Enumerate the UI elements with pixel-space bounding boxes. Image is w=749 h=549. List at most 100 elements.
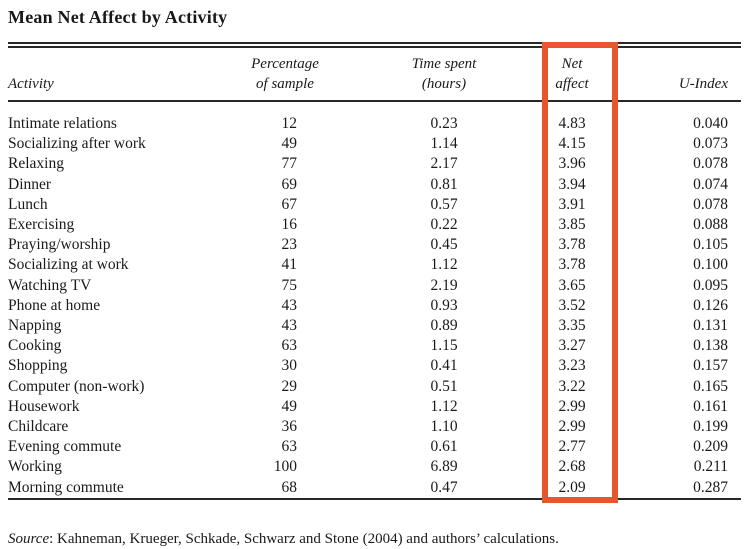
cell-activity: Computer (non-work) — [8, 377, 145, 395]
cell-percentage-of-sample: 30 — [281, 357, 298, 375]
cell-activity: Watching TV — [8, 276, 92, 294]
cell-u-index: 0.199 — [693, 418, 728, 436]
cell-net-affect: 3.91 — [558, 195, 586, 213]
cell-activity: Socializing after work — [8, 135, 146, 153]
header-row: Activity Percentage of sample Time spent… — [8, 45, 741, 102]
column-header-percentage-of-sample: Percentage of sample — [250, 45, 320, 102]
table-row: Exercising 16 0.22 3.85 0.088 — [8, 215, 741, 235]
cell-u-index: 0.165 — [693, 377, 728, 395]
cell-net-affect: 3.78 — [558, 256, 586, 274]
cell-u-index: 0.287 — [693, 478, 728, 496]
cell-time-spent-hours: 1.15 — [430, 337, 458, 355]
cell-u-index: 0.105 — [693, 236, 728, 254]
cell-time-spent-hours: 1.12 — [430, 256, 458, 274]
cell-u-index: 0.131 — [693, 317, 728, 335]
cell-activity: Working — [8, 458, 62, 476]
cell-u-index: 0.095 — [693, 276, 728, 294]
column-header-net-affect: Net affect — [542, 45, 618, 102]
cell-percentage-of-sample: 36 — [281, 418, 298, 436]
column-header-time-spent-hours: Time spent (hours) — [320, 45, 542, 102]
header-label-line: Time spent — [411, 56, 477, 72]
column-header-u-index: U-Index — [618, 45, 741, 102]
cell-net-affect: 3.35 — [558, 317, 586, 335]
table-row: Housework 49 1.12 2.99 0.161 — [8, 397, 741, 417]
cell-time-spent-hours: 0.22 — [430, 216, 458, 234]
cell-time-spent-hours: 6.89 — [430, 458, 458, 476]
cell-u-index: 0.209 — [693, 438, 728, 456]
header-label: U-Index — [678, 76, 728, 92]
cell-percentage-of-sample: 41 — [281, 256, 298, 274]
header-label-line: of sample — [256, 76, 314, 92]
cell-u-index: 0.040 — [693, 115, 728, 132]
cell-net-affect: 3.96 — [558, 155, 586, 173]
table-row: Shopping 30 0.41 3.23 0.157 — [8, 356, 741, 376]
cell-time-spent-hours: 0.61 — [430, 438, 458, 456]
cell-time-spent-hours: 0.41 — [430, 357, 458, 375]
header-label-line: affect — [555, 76, 589, 92]
cell-time-spent-hours: 2.17 — [430, 155, 458, 173]
cell-time-spent-hours: 2.19 — [430, 276, 458, 294]
table-row: Relaxing 77 2.17 3.96 0.078 — [8, 154, 741, 174]
source-note: Source: Kahneman, Krueger, Schkade, Schw… — [8, 529, 559, 549]
source-text: : Kahneman, Krueger, Schkade, Schwarz an… — [49, 531, 559, 547]
table-row: Intimate relations 12 0.23 4.83 0.040 — [8, 101, 741, 134]
cell-net-affect: 4.83 — [558, 115, 586, 132]
cell-u-index: 0.078 — [693, 155, 728, 173]
cell-net-affect: 3.23 — [558, 357, 586, 375]
cell-time-spent-hours: 0.23 — [430, 115, 458, 132]
cell-time-spent-hours: 1.12 — [430, 397, 458, 415]
cell-percentage-of-sample: 63 — [281, 337, 298, 355]
table-row: Cooking 63 1.15 3.27 0.138 — [8, 336, 741, 356]
cell-u-index: 0.078 — [693, 195, 728, 213]
cell-activity: Socializing at work — [8, 256, 129, 274]
cell-percentage-of-sample: 68 — [281, 478, 298, 496]
cell-u-index: 0.157 — [693, 357, 728, 375]
cell-net-affect: 2.09 — [558, 478, 586, 496]
cell-u-index: 0.126 — [693, 296, 728, 314]
cell-activity: Shopping — [8, 357, 68, 375]
cell-u-index: 0.100 — [693, 256, 728, 274]
cell-u-index: 0.073 — [693, 135, 728, 153]
cell-activity: Dinner — [8, 175, 52, 193]
source-label: Source — [8, 531, 50, 547]
cell-activity: Exercising — [8, 216, 75, 234]
cell-percentage-of-sample: 69 — [281, 175, 298, 193]
cell-net-affect: 2.99 — [558, 397, 586, 415]
cell-activity: Relaxing — [8, 155, 64, 173]
cell-activity: Morning commute — [8, 478, 124, 496]
cell-percentage-of-sample: 12 — [281, 115, 298, 132]
cell-activity: Phone at home — [8, 296, 101, 314]
cell-percentage-of-sample: 67 — [281, 195, 298, 213]
cell-activity: Praying/worship — [8, 236, 111, 254]
table-title: Mean Net Affect by Activity — [8, 7, 228, 27]
cell-net-affect: 3.94 — [558, 175, 586, 193]
header-label-line: Percentage — [251, 56, 319, 72]
cell-time-spent-hours: 0.89 — [430, 317, 458, 335]
cell-activity: Housework — [8, 397, 80, 415]
cell-u-index: 0.074 — [693, 175, 728, 193]
table-row: Socializing at work 41 1.12 3.78 0.100 — [8, 255, 741, 275]
table-row: Praying/worship 23 0.45 3.78 0.105 — [8, 235, 741, 255]
cell-u-index: 0.138 — [693, 337, 728, 355]
cell-percentage-of-sample: 43 — [281, 296, 298, 314]
cell-percentage-of-sample: 43 — [281, 317, 298, 335]
table-row: Watching TV 75 2.19 3.65 0.095 — [8, 276, 741, 296]
cell-net-affect: 2.99 — [558, 418, 586, 436]
cell-activity: Childcare — [8, 418, 69, 436]
cell-percentage-of-sample: 100 — [273, 458, 297, 476]
cell-time-spent-hours: 1.10 — [430, 418, 458, 436]
cell-percentage-of-sample: 29 — [281, 377, 298, 395]
cell-percentage-of-sample: 49 — [281, 135, 298, 153]
cell-percentage-of-sample: 75 — [281, 276, 298, 294]
cell-time-spent-hours: 0.81 — [430, 175, 458, 193]
table-row: Childcare 36 1.10 2.99 0.199 — [8, 417, 741, 437]
cell-net-affect: 2.77 — [558, 438, 586, 456]
table-row: Computer (non-work) 29 0.51 3.22 0.165 — [8, 377, 741, 397]
cell-percentage-of-sample: 63 — [281, 438, 298, 456]
table-body: Intimate relations 12 0.23 4.83 0.040 So… — [8, 101, 741, 499]
cell-time-spent-hours: 0.51 — [430, 377, 458, 395]
cell-percentage-of-sample: 49 — [281, 397, 298, 415]
cell-net-affect: 3.27 — [558, 337, 586, 355]
cell-u-index: 0.161 — [693, 397, 728, 415]
